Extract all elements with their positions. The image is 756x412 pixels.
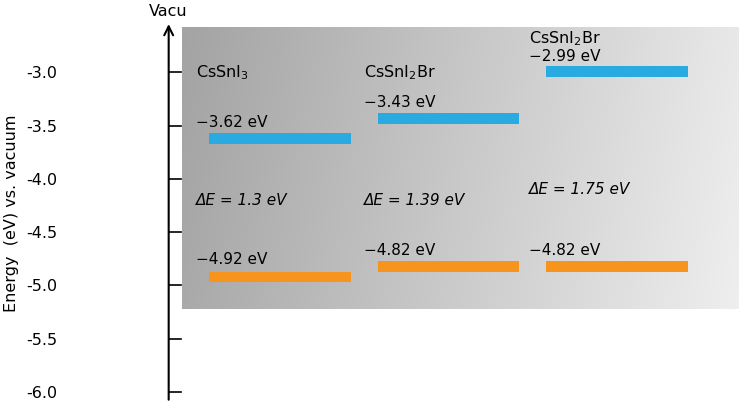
Bar — [547, 66, 688, 77]
Text: −4.92 eV: −4.92 eV — [196, 252, 267, 267]
Text: −3.43 eV: −3.43 eV — [364, 95, 435, 110]
Bar — [209, 133, 351, 144]
Text: CsSnI$_2$Br: CsSnI$_2$Br — [529, 29, 601, 48]
Bar — [378, 113, 519, 124]
Bar — [378, 261, 519, 272]
Text: ΔE = 1.75 eV: ΔE = 1.75 eV — [529, 182, 631, 197]
Y-axis label: Energy  (eV) vs. vacuum: Energy (eV) vs. vacuum — [5, 115, 19, 312]
Text: −2.99 eV: −2.99 eV — [529, 49, 601, 64]
Text: −3.62 eV: −3.62 eV — [196, 115, 267, 130]
Bar — [547, 261, 688, 272]
Text: ΔE = 1.3 eV: ΔE = 1.3 eV — [196, 193, 287, 208]
Text: −4.82 eV: −4.82 eV — [529, 243, 600, 258]
Text: −4.82 eV: −4.82 eV — [364, 243, 435, 258]
Text: Vacu: Vacu — [150, 4, 188, 19]
Text: ΔE = 1.39 eV: ΔE = 1.39 eV — [364, 193, 466, 208]
Text: CsSnI$_3$: CsSnI$_3$ — [196, 63, 249, 82]
Bar — [209, 272, 351, 282]
Text: CsSnI$_2$Br: CsSnI$_2$Br — [364, 63, 436, 82]
